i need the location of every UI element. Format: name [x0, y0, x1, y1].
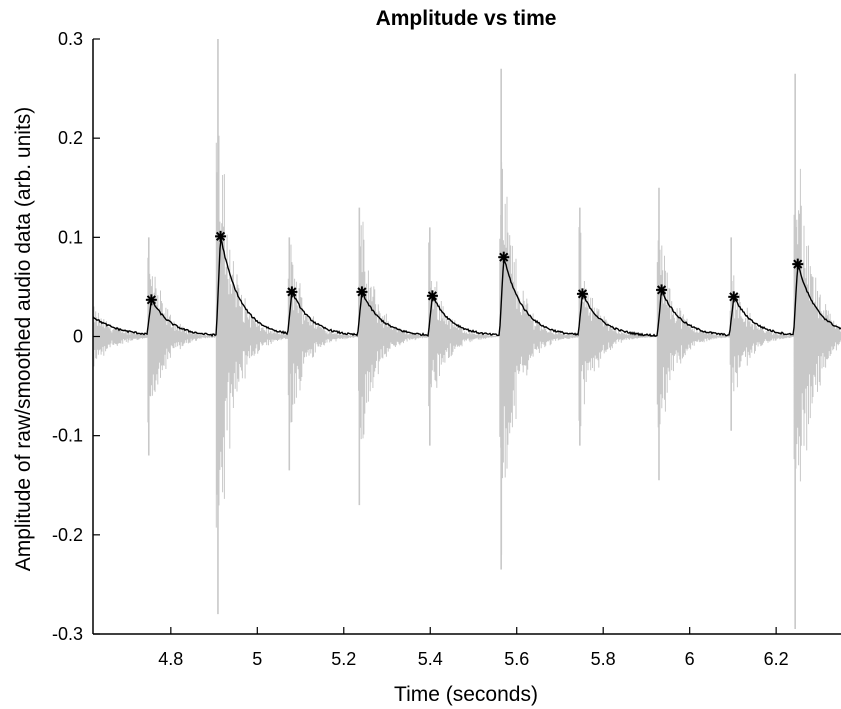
y-tick-label: -0.1: [52, 426, 83, 446]
y-axis-ticks: -0.3 -0.2 -0.1 0 0.1 0.2 0.3: [52, 29, 100, 644]
x-tick-label: 5.4: [418, 649, 443, 669]
raw-waveform-series: [92, 39, 841, 630]
y-tick-label: -0.2: [52, 525, 83, 545]
smoothed-envelope-series: [92, 238, 841, 338]
peak-marker-10: [792, 258, 804, 270]
peak-markers: [145, 230, 804, 306]
x-tick-label: 6.2: [764, 649, 789, 669]
x-tick-label: 4.8: [158, 649, 183, 669]
x-tick-label: 5.6: [504, 649, 529, 669]
peak-marker-5: [426, 290, 438, 302]
peak-marker-3: [286, 286, 298, 298]
x-tick-label: 6: [685, 649, 695, 669]
y-tick-label: 0.3: [58, 29, 83, 49]
x-axis-label: Time (seconds): [394, 683, 538, 706]
peak-marker-8: [656, 284, 668, 296]
y-tick-label: 0.1: [58, 227, 83, 247]
smoothed-envelope-line: [92, 238, 841, 338]
y-tick-label: 0: [73, 327, 83, 347]
peak-marker-6: [498, 251, 510, 263]
y-tick-label: -0.3: [52, 624, 83, 644]
y-axis-label: Amplitude of raw/smoothed audio data (ar…: [12, 107, 35, 572]
raw-waveform-line: [92, 135, 841, 555]
peak-marker-4: [356, 286, 368, 298]
peak-marker-7: [576, 288, 588, 300]
peak-marker-2: [215, 230, 227, 242]
x-tick-label: 5.8: [591, 649, 616, 669]
x-axis-ticks: 4.8 5 5.2 5.4 5.6 5.8 6 6.2: [158, 627, 789, 669]
peak-marker-1: [145, 294, 157, 306]
y-tick-label: 0.2: [58, 128, 83, 148]
x-tick-label: 5: [252, 649, 262, 669]
chart-title: Amplitude vs time: [376, 7, 557, 30]
peak-marker-9: [728, 291, 740, 303]
x-tick-label: 5.2: [331, 649, 356, 669]
